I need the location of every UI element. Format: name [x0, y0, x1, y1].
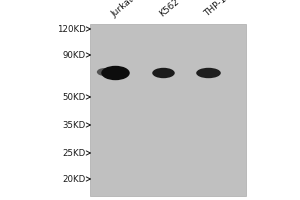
Ellipse shape	[97, 68, 112, 76]
Ellipse shape	[152, 68, 175, 78]
Text: 120KD: 120KD	[57, 24, 86, 33]
Bar	[90, 24, 246, 196]
Ellipse shape	[196, 68, 221, 78]
Ellipse shape	[101, 66, 130, 80]
Text: 50KD: 50KD	[62, 92, 85, 102]
Text: THP-1: THP-1	[203, 0, 229, 19]
Text: 20KD: 20KD	[62, 174, 85, 184]
Text: 90KD: 90KD	[62, 50, 86, 60]
Text: 25KD: 25KD	[62, 148, 85, 158]
Text: 35KD: 35KD	[62, 120, 85, 130]
Text: K562: K562	[158, 0, 181, 19]
Text: Jurkat: Jurkat	[110, 0, 136, 19]
